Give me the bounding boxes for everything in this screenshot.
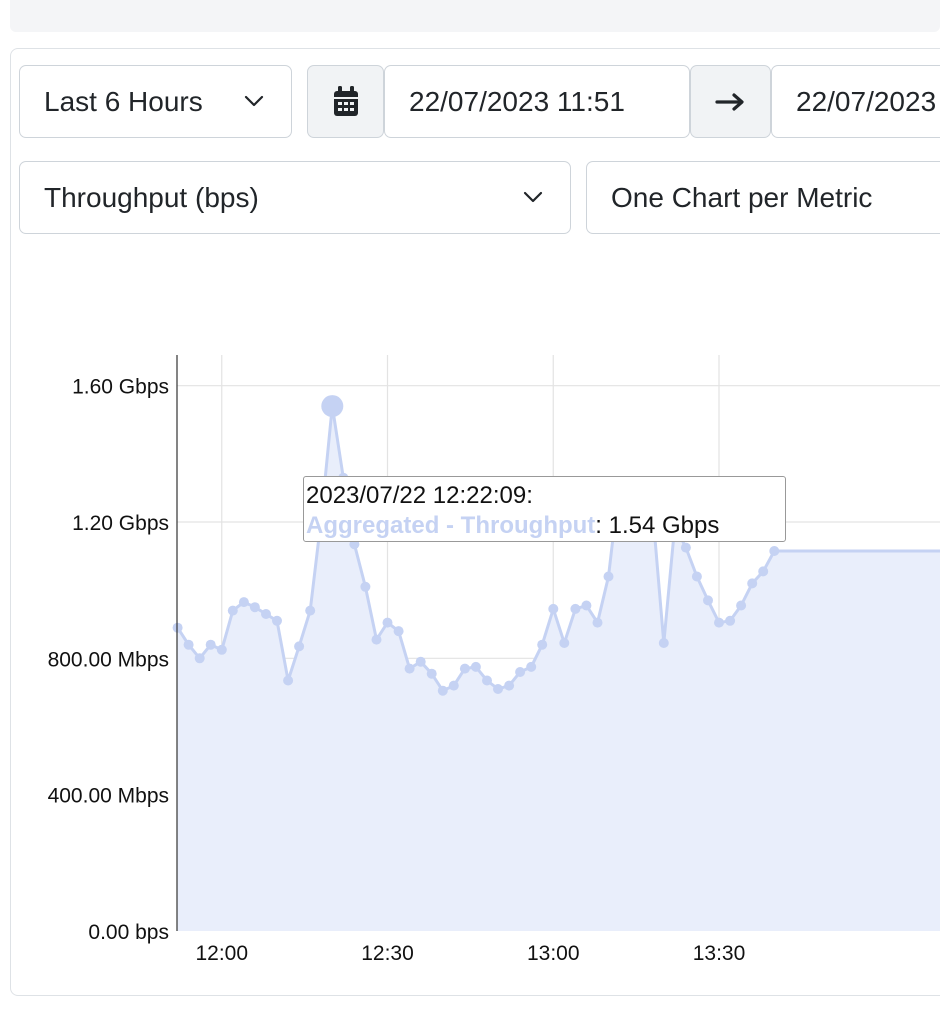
data-point xyxy=(482,675,492,686)
y-axis-ticks: 0.00 bps 400.00 Mbps 800.00 Mbps 1.20 Gbps 1… xyxy=(48,376,169,944)
data-point xyxy=(691,571,702,582)
data-point xyxy=(183,639,194,650)
data-point xyxy=(658,638,669,648)
data-point xyxy=(570,603,581,614)
start-datetime-value: 22/07/2023 11:51 xyxy=(409,85,625,117)
data-point xyxy=(371,634,382,645)
metric-select[interactable]: Throughput (bps) xyxy=(19,161,571,234)
data-point xyxy=(448,680,459,691)
chevron-down-icon xyxy=(523,191,543,202)
data-point xyxy=(272,615,282,626)
arrow-right-icon xyxy=(714,92,744,111)
data-point xyxy=(227,605,238,616)
data-point xyxy=(680,542,691,553)
data-point xyxy=(459,663,470,674)
x-tick-label: 13:30 xyxy=(693,942,746,965)
data-point xyxy=(393,626,404,637)
data-point xyxy=(261,609,271,619)
data-point xyxy=(548,603,559,614)
x-tick-label: 12:30 xyxy=(361,942,414,965)
chart-layout-label: One Chart per Metric xyxy=(611,181,873,213)
data-point xyxy=(581,600,592,611)
data-point xyxy=(382,617,393,628)
tooltip-series-name: Aggregated - Throughput xyxy=(306,512,596,539)
data-point xyxy=(470,661,481,672)
chart-layout-select[interactable]: One Chart per Metric xyxy=(586,161,940,234)
data-point xyxy=(437,685,448,696)
end-datetime-value: 22/07/2023 xyxy=(796,85,937,117)
data-point xyxy=(515,667,526,677)
top-bar xyxy=(10,0,940,32)
data-point xyxy=(404,663,415,674)
data-point xyxy=(703,595,713,606)
data-point xyxy=(194,653,205,664)
data-point xyxy=(283,675,294,686)
data-point xyxy=(603,571,614,582)
data-point xyxy=(714,617,724,628)
time-range-label: Last 6 Hours xyxy=(44,85,203,117)
x-axis-ticks: 12:00 12:30 13:00 13:30 xyxy=(195,942,745,965)
data-point xyxy=(504,680,515,691)
data-point xyxy=(205,639,216,650)
chart-tooltip: 2023/07/22 12:22:09: Aggregated - Throug… xyxy=(303,476,786,542)
data-point xyxy=(769,546,780,556)
calendar-icon xyxy=(333,85,358,116)
tooltip-value-line: Aggregated - Throughput: 1.54 Gbps xyxy=(306,511,785,541)
data-point xyxy=(172,622,183,633)
series-area-fill xyxy=(177,406,940,932)
data-point xyxy=(238,597,249,608)
time-range-select[interactable]: Last 6 Hours xyxy=(19,65,292,138)
end-datetime-input[interactable]: 22/07/2023 xyxy=(771,65,940,138)
x-tick-label: 13:00 xyxy=(527,942,580,965)
y-tick-label: 1.20 Gbps xyxy=(72,512,169,535)
data-point xyxy=(592,617,603,628)
data-point xyxy=(526,661,537,672)
tooltip-value: : 1.54 Gbps xyxy=(595,512,720,539)
tooltip-timestamp: 2023/07/22 12:22:09: xyxy=(306,482,533,509)
highlighted-data-point xyxy=(321,395,344,418)
data-point xyxy=(249,602,260,613)
x-tick-label: 12:00 xyxy=(195,942,248,965)
y-tick-label: 800.00 Mbps xyxy=(48,648,169,671)
data-point xyxy=(736,600,747,611)
data-point xyxy=(747,578,758,589)
data-point xyxy=(758,566,769,577)
data-point xyxy=(294,641,305,652)
date-range-separator xyxy=(690,65,771,138)
data-point xyxy=(559,638,570,648)
data-point xyxy=(305,605,316,616)
start-datetime-input[interactable]: 22/07/2023 11:51 xyxy=(384,65,690,138)
y-tick-label: 1.60 Gbps xyxy=(72,376,169,399)
data-point xyxy=(493,684,503,694)
metric-label: Throughput (bps) xyxy=(44,181,259,213)
chevron-down-icon xyxy=(244,95,264,106)
y-tick-label: 0.00 bps xyxy=(88,921,169,944)
data-point xyxy=(537,639,548,650)
data-point xyxy=(360,581,371,592)
data-point xyxy=(725,615,736,626)
y-tick-label: 400.00 Mbps xyxy=(48,785,169,808)
data-point xyxy=(426,668,437,679)
data-point xyxy=(216,644,227,655)
calendar-button[interactable] xyxy=(307,65,384,138)
data-point xyxy=(415,656,426,667)
